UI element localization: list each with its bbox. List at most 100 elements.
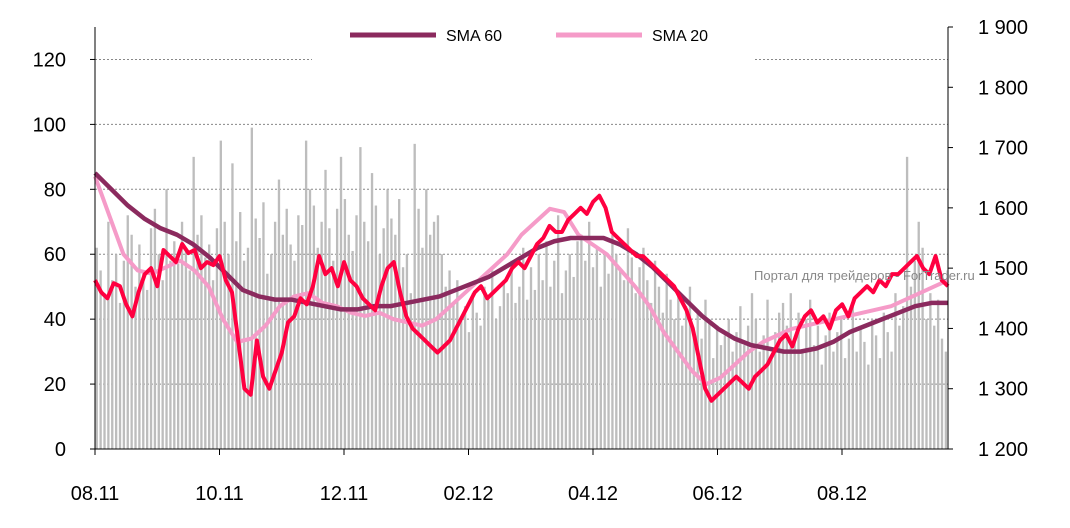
volume-bar bbox=[510, 260, 513, 449]
legend-label: SMA 20 bbox=[652, 28, 708, 45]
volume-bar bbox=[498, 306, 502, 449]
volume-bar bbox=[925, 319, 928, 449]
volume-bar bbox=[215, 228, 219, 449]
volume-bar bbox=[165, 189, 168, 449]
volume-bar bbox=[293, 260, 296, 449]
volume-bar bbox=[921, 247, 924, 449]
volume-bar bbox=[386, 189, 389, 449]
volume-bar bbox=[382, 228, 385, 449]
volume-bar bbox=[797, 312, 800, 449]
volume-bar bbox=[421, 247, 424, 449]
volume-bar bbox=[553, 260, 556, 449]
volume-bar bbox=[157, 254, 160, 449]
volume-bar bbox=[588, 221, 591, 449]
volume-bar bbox=[301, 225, 304, 449]
volume-bar bbox=[568, 254, 571, 449]
volume-bar bbox=[145, 289, 149, 449]
right-tick-label: 1 400 bbox=[978, 318, 1028, 340]
volume-bar bbox=[219, 140, 222, 449]
right-tick-label: 1 700 bbox=[978, 138, 1028, 160]
volume-bar bbox=[425, 189, 428, 449]
volume-bar bbox=[506, 293, 509, 449]
volume-bar bbox=[355, 215, 358, 449]
volume-bar bbox=[634, 293, 637, 449]
volume-bar bbox=[669, 299, 672, 449]
volume-bar bbox=[328, 228, 331, 449]
volume-bar bbox=[677, 293, 680, 449]
volume-bar bbox=[785, 325, 789, 449]
volume-bar bbox=[394, 234, 397, 449]
volume-bar bbox=[169, 260, 172, 449]
volume-bar bbox=[316, 247, 319, 449]
volume-bar bbox=[584, 260, 587, 449]
volume-bar bbox=[204, 257, 207, 449]
gridlines bbox=[95, 58, 948, 385]
volume-bar bbox=[297, 215, 300, 449]
x-tick-label: 02.12 bbox=[443, 483, 493, 505]
volume-bar bbox=[192, 156, 195, 449]
volume-bar bbox=[770, 358, 773, 449]
volume-bar bbox=[809, 299, 812, 449]
volume-bar bbox=[673, 319, 676, 449]
volume-bar bbox=[196, 234, 199, 449]
volume-bar bbox=[607, 273, 610, 449]
volume-bar bbox=[289, 244, 292, 449]
volume-bar bbox=[541, 280, 544, 449]
volume-bar bbox=[401, 267, 405, 449]
volume-bar bbox=[324, 169, 327, 449]
volume-bar bbox=[95, 247, 98, 449]
volume-bar bbox=[913, 260, 917, 449]
volume-bar bbox=[944, 351, 948, 449]
volume-bar bbox=[712, 358, 715, 449]
sma60-line bbox=[93, 171, 948, 354]
volume-bar bbox=[378, 254, 381, 449]
volume-bar bbox=[898, 325, 901, 449]
volume-bar bbox=[494, 319, 498, 449]
volume-bar bbox=[475, 312, 478, 449]
volume-bar bbox=[405, 254, 409, 449]
volume-bar bbox=[537, 254, 540, 449]
volume-bar bbox=[277, 179, 281, 449]
volume-bar bbox=[332, 260, 335, 449]
volume-bar bbox=[820, 364, 823, 449]
volume-bar bbox=[266, 273, 269, 449]
volume-bar bbox=[491, 270, 494, 449]
volume-bar bbox=[200, 215, 203, 449]
volume-bar bbox=[432, 221, 436, 449]
right-tick-label: 1 900 bbox=[978, 17, 1028, 39]
volume-bar bbox=[719, 345, 723, 449]
volume-bar bbox=[824, 335, 827, 449]
volume-bar bbox=[580, 234, 583, 449]
volume-bar bbox=[739, 306, 742, 449]
volume-bar bbox=[723, 335, 727, 449]
volume-bar bbox=[452, 302, 455, 449]
left-tick-label: 20 bbox=[44, 374, 66, 396]
volume-bar bbox=[184, 250, 188, 449]
x-tick-label: 04.12 bbox=[568, 483, 618, 505]
volume-bar bbox=[409, 293, 412, 449]
x-tick-label: 08.12 bbox=[817, 483, 867, 505]
volume-bar bbox=[801, 351, 804, 449]
volume-bar bbox=[851, 306, 854, 449]
volume-bar bbox=[781, 302, 785, 449]
volume-bar bbox=[867, 364, 870, 449]
volume-bar bbox=[812, 345, 816, 449]
legend: SMA 60 SMA 20 bbox=[350, 28, 708, 45]
watermark: Портал для трейдеров - ForTrader.ru bbox=[754, 268, 975, 283]
volume-bar bbox=[258, 238, 261, 449]
volume-bar bbox=[270, 254, 273, 449]
volume-bar bbox=[444, 286, 447, 449]
volume-bar bbox=[793, 338, 796, 449]
volume-bar bbox=[774, 332, 777, 449]
volume-bar bbox=[560, 293, 564, 449]
volume-bar bbox=[440, 254, 443, 449]
right-tick-label: 1 600 bbox=[978, 198, 1028, 220]
volume-bar bbox=[118, 302, 122, 449]
volume-bar bbox=[832, 351, 835, 449]
volume-bar bbox=[847, 338, 851, 449]
volume-bar bbox=[619, 270, 622, 449]
volume-bar bbox=[704, 299, 707, 449]
volume-bar bbox=[681, 325, 684, 449]
volume-bar bbox=[227, 254, 230, 449]
volume-bar bbox=[351, 250, 354, 449]
